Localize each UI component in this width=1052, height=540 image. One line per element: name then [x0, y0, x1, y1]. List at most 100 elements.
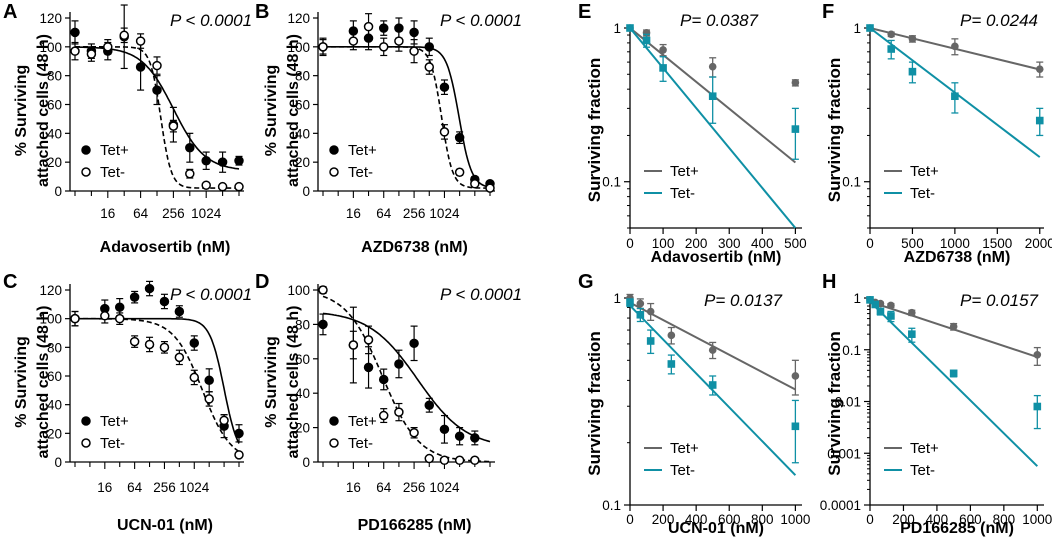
- y-tick-label: 0: [54, 184, 62, 199]
- data-point-tet+: [424, 400, 435, 410]
- data-point-tet-: [144, 339, 155, 350]
- p-value: P < 0.0001: [170, 11, 252, 30]
- data-point-tet-: [152, 60, 162, 71]
- panel-label: B: [255, 1, 269, 23]
- y-tick-label: 0.1: [842, 175, 861, 190]
- fit-curve-tet-: [75, 46, 239, 189]
- y-tick-label: 40: [47, 398, 62, 413]
- y-tick-label: 1: [853, 291, 861, 306]
- x-tick-label: 256: [162, 206, 185, 221]
- legend-label: Tet+: [670, 163, 699, 180]
- y-tick-label: 100: [39, 40, 62, 55]
- y-tick-label: 0: [54, 455, 62, 470]
- data-point-tet-: [791, 125, 800, 133]
- data-point-tet+: [394, 359, 404, 369]
- x-tick-label: 200: [892, 512, 915, 527]
- y-tick-label: 20: [295, 155, 310, 170]
- data-point-tet-: [866, 24, 874, 32]
- data-point-tet-: [394, 407, 404, 417]
- x-axis-label: UCN-01 (nM): [117, 517, 213, 534]
- x-tick-label: 16: [97, 480, 112, 495]
- data-point-tet-: [708, 92, 717, 101]
- y-tick-label: 0.01: [835, 395, 861, 410]
- p-value: P < 0.0001: [170, 285, 252, 304]
- data-point-tet-: [667, 360, 676, 368]
- x-tick-label: 800: [993, 512, 1016, 527]
- x-tick-label: 600: [718, 512, 741, 527]
- data-point-tet-: [626, 298, 634, 307]
- data-point-tet-: [1035, 116, 1044, 125]
- data-point-tet+: [646, 307, 655, 316]
- data-point-tet-: [114, 313, 125, 324]
- data-point-tet-: [908, 330, 916, 338]
- p-value: P= 0.0387: [680, 11, 759, 30]
- data-point-tet-: [234, 181, 244, 192]
- x-tick-label: 64: [127, 480, 143, 495]
- data-point-tet-: [348, 340, 359, 350]
- y-tick-label: 20: [47, 155, 62, 170]
- data-point-tet-: [318, 42, 328, 52]
- legend-label: Tet-: [670, 185, 695, 202]
- y-tick-label: 100: [39, 312, 62, 327]
- panel-label: E: [578, 1, 591, 23]
- data-point-tet+: [708, 62, 717, 71]
- data-point-tet-: [424, 453, 435, 464]
- data-point-tet+: [217, 157, 228, 167]
- legend-marker: [81, 416, 91, 426]
- y-tick-label: 120: [39, 11, 62, 26]
- data-point-tet-: [642, 36, 651, 45]
- y-tick-label: 80: [47, 69, 62, 84]
- y-tick-label: 0: [302, 184, 310, 199]
- data-point-tet+: [439, 82, 450, 92]
- x-tick-label: 0: [626, 512, 634, 527]
- x-tick-label: 200: [652, 512, 675, 527]
- data-point-tet-: [129, 336, 140, 347]
- x-tick-label: 1024: [429, 206, 460, 221]
- x-axis-label: AZD6738 (nM): [361, 239, 468, 256]
- y-tick-label: 40: [47, 126, 62, 141]
- data-point-tet-: [908, 67, 917, 76]
- y-tick-label: 100: [287, 40, 310, 55]
- y-tick-label: 40: [295, 386, 310, 401]
- data-point-tet+: [129, 292, 140, 302]
- data-point-tet+: [470, 433, 480, 443]
- x-axis-label: PD166285 (nM): [900, 520, 1014, 537]
- data-point-tet+: [791, 372, 800, 380]
- y-axis-label: attached cells (48 h): [285, 34, 302, 187]
- x-tick-label: 600: [959, 512, 982, 527]
- x-tick-label: 1500: [982, 236, 1012, 251]
- data-point-tet+: [667, 331, 676, 340]
- data-point-tet+: [135, 62, 146, 72]
- data-point-tet-: [454, 167, 465, 178]
- panel-label: C: [3, 271, 17, 293]
- legend-marker: [329, 438, 339, 448]
- data-point-tet-: [866, 296, 874, 304]
- x-tick-label: 300: [718, 236, 741, 251]
- y-tick-label: 60: [47, 98, 62, 113]
- legend-label: Tet+: [100, 142, 129, 159]
- data-point-tet-: [100, 311, 110, 321]
- legend-marker: [81, 167, 91, 177]
- x-tick-label: 64: [376, 480, 392, 495]
- legend-label: Tet+: [100, 413, 129, 430]
- data-point-tet+: [144, 283, 155, 294]
- data-point-tet+: [1035, 65, 1044, 73]
- legend-label: Tet-: [910, 185, 935, 202]
- y-axis-label: % Surviving: [263, 336, 280, 428]
- x-axis-label: Adavosertib (nM): [651, 249, 782, 266]
- y-tick-label: 1: [853, 21, 861, 36]
- x-tick-label: 1000: [940, 236, 970, 251]
- data-point-tet+: [185, 143, 195, 153]
- y-tick-label: 100: [287, 283, 310, 298]
- x-tick-label: 256: [403, 206, 426, 221]
- data-point-tet+: [951, 42, 959, 51]
- legend-marker: [329, 167, 339, 177]
- data-point-tet-: [103, 42, 113, 52]
- x-tick-label: 0: [626, 236, 634, 251]
- legend-label: Tet+: [670, 440, 699, 457]
- data-point-tet-: [204, 394, 214, 404]
- y-tick-label: 60: [47, 369, 62, 384]
- data-point-tet+: [189, 338, 200, 348]
- data-point-tet-: [219, 415, 229, 426]
- data-point-tet+: [234, 155, 244, 166]
